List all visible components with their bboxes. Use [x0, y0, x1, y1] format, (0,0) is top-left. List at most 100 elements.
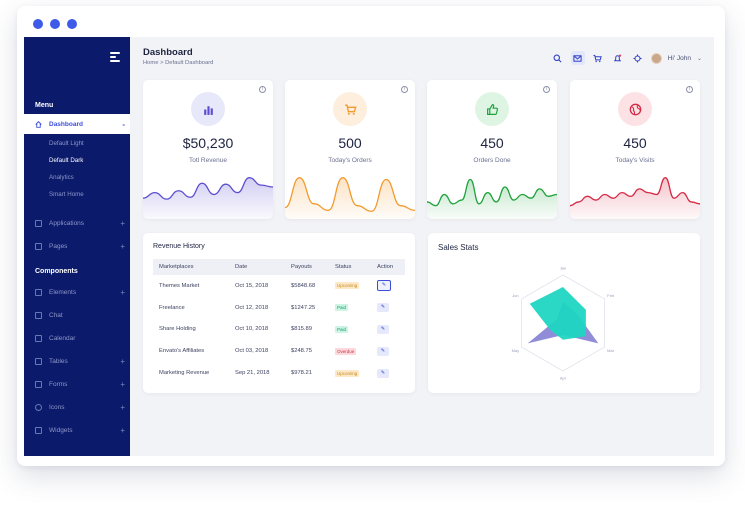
- cell-payout: $815.89: [291, 326, 312, 333]
- sidebar-item-tables[interactable]: Tables +: [24, 351, 130, 371]
- expand-icon[interactable]: +: [120, 379, 125, 389]
- expand-icon[interactable]: +: [120, 425, 125, 435]
- column-header: Status: [335, 264, 352, 270]
- expand-icon[interactable]: +: [120, 218, 125, 228]
- stat-sparkline: [285, 177, 415, 219]
- sparkline-area: [570, 177, 700, 219]
- sidebar-item-forms[interactable]: Forms +: [24, 374, 130, 394]
- sidebar-subitem-analytics[interactable]: Analytics: [49, 174, 74, 181]
- table-row: Share Holding Oct 10, 2018 $815.89 Paid …: [153, 319, 405, 341]
- sidebar-item-pages[interactable]: Pages +: [24, 236, 130, 256]
- edit-icon[interactable]: ✎: [377, 324, 389, 334]
- sidebar-subitem-default-dark[interactable]: Default Dark: [49, 157, 84, 164]
- sidebar-item-widgets[interactable]: Widgets +: [24, 420, 130, 440]
- cell-marketplace: Envato's Affiliates: [159, 348, 205, 355]
- browser-frame: Menu Dashboard - Default Light Default D…: [17, 6, 725, 466]
- expand-icon[interactable]: +: [120, 241, 125, 251]
- status-badge: Upcoming: [335, 282, 360, 290]
- window-dots: [33, 19, 77, 29]
- topbar-actions: Hi' John ⌄: [551, 51, 702, 65]
- edit-icon[interactable]: ✎: [377, 303, 389, 313]
- stat-sparkline: [427, 178, 557, 219]
- sidebar-item-calendar[interactable]: Calendar: [24, 328, 130, 348]
- column-header: Action: [377, 264, 394, 270]
- edit-icon[interactable]: ✎: [377, 368, 389, 378]
- sparkline-area: [143, 177, 273, 219]
- radar-axis-label: Feb: [607, 293, 615, 298]
- avatar[interactable]: [650, 52, 662, 64]
- radar-axis-label: May: [512, 348, 520, 353]
- collapse-icon[interactable]: -: [122, 119, 125, 129]
- sidebar-item-chat[interactable]: Chat: [24, 305, 130, 325]
- info-icon[interactable]: i: [686, 86, 693, 93]
- stat-value: 450: [623, 135, 647, 151]
- column-header: Date: [235, 264, 248, 270]
- sparkline-line: [285, 177, 415, 212]
- sidebar-item-label: Widgets: [49, 426, 73, 434]
- sparkline-line: [143, 177, 273, 200]
- cell-date: Oct 03, 2018: [235, 348, 269, 355]
- crosshair-icon[interactable]: [631, 51, 645, 65]
- sidebar-subitem-default-light[interactable]: Default Light: [49, 140, 84, 147]
- revenue-history-panel: Revenue History Marketplaces Date Payout…: [143, 233, 415, 393]
- sidebar-item-elements[interactable]: Elements +: [24, 282, 130, 302]
- stat-label: Orders Done: [473, 157, 511, 164]
- stat-card-visits: i 450 Today's Visits: [570, 80, 700, 219]
- info-icon[interactable]: i: [401, 86, 408, 93]
- search-icon[interactable]: [551, 51, 565, 65]
- sidebar-item-dashboard[interactable]: Dashboard -: [24, 114, 130, 134]
- status-badge: Overdue: [335, 347, 357, 355]
- sparkline-area: [427, 179, 557, 219]
- table-header-row: Marketplaces Date Payouts Status Action: [153, 259, 405, 275]
- cell-marketplace: Share Holding: [159, 326, 196, 333]
- window-dot-icon[interactable]: [50, 19, 60, 29]
- edit-icon[interactable]: ✎: [377, 346, 389, 356]
- stat-icon-bubble: [475, 92, 509, 126]
- sidebar-section-menu: Menu: [35, 102, 54, 109]
- breadcrumb[interactable]: Home > Default Dashboard: [143, 60, 214, 66]
- mail-icon[interactable]: [570, 51, 585, 65]
- bar-chart-icon: [203, 105, 213, 115]
- window-dot-icon[interactable]: [67, 19, 77, 29]
- radar-axis-label: Mar: [607, 348, 615, 353]
- cell-marketplace: Themes Market: [159, 282, 200, 289]
- forms-icon: [35, 380, 42, 388]
- sidebar-item-icons[interactable]: Icons +: [24, 397, 130, 417]
- radar-axis-label: Jan: [560, 266, 566, 271]
- column-header: Payouts: [291, 264, 312, 270]
- info-icon[interactable]: i: [543, 86, 550, 93]
- stat-icon-bubble: [333, 92, 367, 126]
- user-greeting[interactable]: Hi' John: [667, 54, 691, 62]
- cell-date: Sep 21, 2018: [235, 370, 270, 377]
- cart-icon: [344, 104, 357, 115]
- page-title: Dashboard: [143, 47, 193, 58]
- applications-icon: [35, 219, 42, 227]
- cell-payout: $248.75: [291, 348, 312, 355]
- stat-label: Today's Visits: [615, 157, 655, 164]
- cart-icon[interactable]: [591, 51, 605, 65]
- sidebar-item-applications[interactable]: Applications +: [24, 213, 130, 233]
- sidebar-item-label: Applications: [49, 219, 85, 227]
- expand-icon[interactable]: +: [120, 356, 125, 366]
- sidebar-subitem-smart-home[interactable]: Smart Home: [49, 191, 84, 198]
- hamburger-icon[interactable]: [110, 52, 120, 64]
- sparkline-area: [285, 177, 415, 219]
- chevron-down-icon[interactable]: ⌄: [696, 55, 702, 62]
- expand-icon[interactable]: +: [120, 402, 125, 412]
- status-badge: Upcoming: [335, 369, 360, 377]
- elements-icon: [35, 288, 42, 296]
- revenue-history-title: Revenue History: [153, 243, 205, 250]
- column-header: Marketplaces: [159, 264, 194, 270]
- info-icon[interactable]: i: [259, 86, 266, 93]
- sidebar-item-label: Forms: [49, 380, 68, 388]
- expand-icon[interactable]: +: [120, 287, 125, 297]
- tables-icon: [35, 357, 42, 365]
- sales-stats-panel: Sales Stats Jan Feb Mar Apr May Jun: [428, 233, 700, 393]
- stat-value: $50,230: [182, 135, 234, 151]
- globe-icon: [629, 103, 641, 115]
- bell-icon[interactable]: [611, 51, 625, 65]
- chat-icon: [35, 311, 42, 319]
- cell-date: Oct 12, 2018: [235, 304, 269, 311]
- window-dot-icon[interactable]: [33, 19, 43, 29]
- edit-icon[interactable]: ✎: [377, 280, 391, 292]
